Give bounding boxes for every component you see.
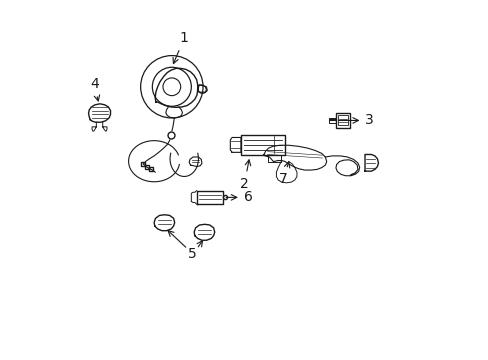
Text: 3: 3 (338, 113, 373, 127)
Text: 5: 5 (187, 247, 196, 261)
Text: 2: 2 (240, 160, 250, 190)
Text: 1: 1 (173, 31, 188, 64)
Text: 4: 4 (90, 77, 100, 101)
Text: 6: 6 (225, 190, 252, 204)
Text: 7: 7 (279, 162, 289, 186)
